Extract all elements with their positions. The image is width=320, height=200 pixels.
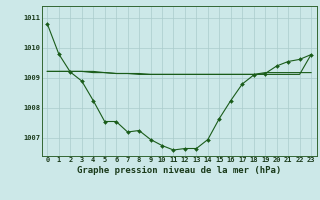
X-axis label: Graphe pression niveau de la mer (hPa): Graphe pression niveau de la mer (hPa) xyxy=(77,166,281,175)
